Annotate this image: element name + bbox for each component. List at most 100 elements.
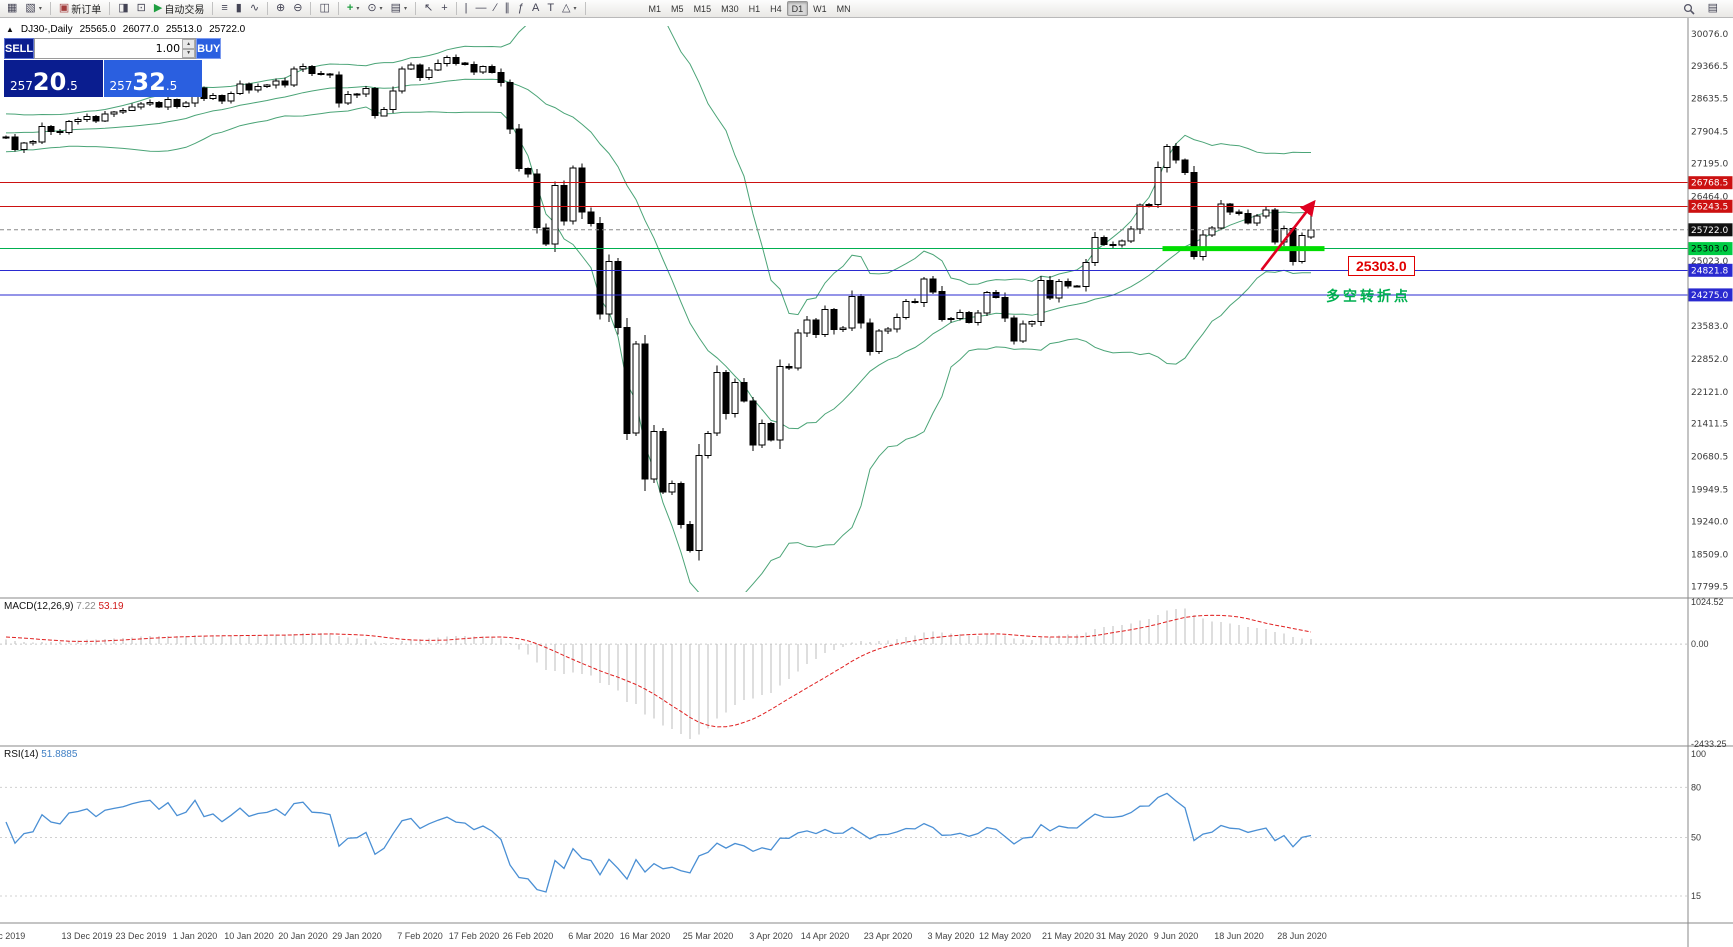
new-chart-button[interactable]: ▦ — [3, 1, 21, 17]
zoom-in-button[interactable]: ⊕ — [272, 1, 289, 17]
y-tick: 25023.0 — [1691, 257, 1728, 267]
chevron-down-icon: ▾ — [379, 6, 383, 12]
sell-price-frac: .5 — [66, 79, 78, 93]
timeframe-m15-button[interactable]: M15 — [689, 1, 717, 16]
fibonacci-button[interactable]: ƒ — [514, 1, 528, 17]
x-label: 9 Jun 2020 — [1154, 931, 1199, 941]
timeframe-mn-button[interactable]: MN — [832, 1, 856, 16]
autotrading-button-icon: ▶ — [153, 2, 163, 14]
x-label: 23 Apr 2020 — [864, 931, 913, 941]
indicators-button[interactable]: + ▾ — [343, 1, 363, 17]
ohlc-close: 25722.0 — [209, 24, 246, 35]
buy-button[interactable]: BUY — [196, 38, 222, 59]
trendline-button[interactable]: ∕ — [491, 1, 501, 17]
price-level-callout[interactable]: 25303.0 — [1348, 256, 1415, 276]
timeframe-d1-button[interactable]: D1 — [786, 1, 809, 16]
label-button[interactable]: T — [543, 1, 558, 17]
toolbar-group: ↖ + — [420, 0, 452, 17]
timeframe-m5-button[interactable]: M5 — [666, 1, 689, 16]
horizontal-line-button-icon: — — [475, 2, 487, 14]
macd-value-signal: 53.19 — [98, 601, 124, 612]
collapse-trade-panel-icon[interactable]: ▲ — [6, 25, 14, 34]
period-button-icon: ⊙ — [367, 2, 377, 14]
price-tag-26768.5[interactable]: 26768.5 — [1688, 176, 1733, 190]
timeframe-h1-button[interactable]: H1 — [744, 1, 766, 16]
cursor-button[interactable]: ↖ — [420, 1, 437, 17]
candlestick-chart-button[interactable]: ▮ — [232, 1, 246, 17]
buy-price-button[interactable]: 257 32.5 — [103, 60, 202, 97]
svg-text:24821.8: 24821.8 — [1691, 266, 1728, 276]
svg-text:25303.0: 25303.0 — [1691, 245, 1728, 255]
toolbar-group: ◨ ⊡ ▶ 自动交易 — [114, 0, 208, 17]
vertical-line-button[interactable]: | — [461, 1, 472, 17]
macd-signal-line — [5, 614, 1312, 728]
rsi-line — [5, 792, 1312, 893]
metaeditor-button[interactable]: ◨ — [114, 1, 132, 17]
rsi-tick: 15 — [1691, 891, 1701, 901]
macd-panel[interactable] — [0, 608, 1688, 739]
label-button-icon: T — [547, 2, 555, 14]
main-price-panel[interactable] — [2, 18, 1315, 602]
text-button-icon: A — [531, 2, 540, 14]
text-button[interactable]: A — [528, 1, 543, 17]
shapes-button[interactable]: △ ▾ — [558, 1, 580, 17]
horizontal-line-button[interactable]: — — [472, 1, 491, 17]
sell-price-button[interactable]: 257 20.5 — [4, 60, 103, 97]
bollinger-middle-band — [5, 78, 1311, 430]
candles — [2, 54, 1315, 561]
volume-input[interactable] — [35, 39, 183, 58]
rsi-panel[interactable] — [0, 786, 1688, 897]
timeframe-w1-button[interactable]: W1 — [808, 1, 832, 16]
buy-price-big: 32 — [132, 68, 166, 96]
volume-up-button[interactable]: ▲ — [182, 39, 196, 49]
volume-down-button[interactable]: ▼ — [182, 48, 196, 58]
timeframe-m30-button[interactable]: M30 — [716, 1, 744, 16]
ohlc-high: 26077.0 — [122, 24, 159, 35]
chart-canvas[interactable]: 30076.0 29366.5 28635.5 27904.5 27195.0 26464… — [0, 18, 1733, 947]
trend-arrow[interactable] — [1260, 199, 1316, 271]
crosshair-button[interactable]: + — [437, 1, 451, 17]
period-button[interactable]: ⊙ ▾ — [363, 1, 386, 17]
channel-button[interactable]: ∥ — [500, 1, 514, 17]
timeframe-h4-button[interactable]: H4 — [765, 1, 787, 16]
price-tag-25303.0[interactable]: 25303.0 — [1688, 242, 1733, 256]
price-tag-24275.0[interactable]: 24275.0 — [1688, 288, 1733, 302]
rsi-tick: 50 — [1691, 833, 1701, 843]
current-price-tag[interactable]: 25722.0 — [1688, 223, 1733, 237]
timeframe-m1-button[interactable]: M1 — [644, 1, 667, 16]
y-tick: 22121.0 — [1691, 388, 1728, 398]
market-watch-button[interactable]: ⊡ — [133, 1, 150, 17]
toolbar-separator — [267, 2, 269, 15]
x-label: 18 Jun 2020 — [1214, 931, 1264, 941]
svg-text:26768.5: 26768.5 — [1691, 179, 1728, 189]
sell-button[interactable]: SELL — [4, 38, 35, 59]
bar-chart-button-icon: ≡ — [221, 2, 228, 14]
y-tick: 29366.5 — [1691, 62, 1728, 72]
search-button[interactable] — [1679, 1, 1699, 17]
x-label: 16 Mar 2020 — [620, 931, 671, 941]
toolbar-group: ◫ — [315, 0, 333, 17]
zoom-out-button-icon: ⊖ — [293, 2, 303, 14]
price-tag-24821.8[interactable]: 24821.8 — [1688, 263, 1733, 277]
symbols-button[interactable]: ▤ — [1704, 1, 1722, 17]
x-label: 3 Apr 2020 — [749, 931, 793, 941]
profiles-button[interactable]: ▧ ▾ — [21, 1, 45, 17]
shapes-button-icon: △ — [562, 2, 571, 14]
autotrading-button[interactable]: ▶ 自动交易 — [150, 1, 208, 17]
price-tag-26243.5[interactable]: 26243.5 — [1688, 199, 1733, 213]
zoom-out-button[interactable]: ⊖ — [289, 1, 306, 17]
template-button[interactable]: ▤ ▾ — [387, 1, 411, 17]
x-label: 21 May 2020 — [1042, 931, 1094, 941]
tile-windows-button[interactable]: ◫ — [315, 1, 333, 17]
bollinger-lower-band — [5, 106, 1312, 592]
x-label: 26 Feb 2020 — [503, 931, 554, 941]
new-order-button-icon: ▣ — [58, 2, 70, 14]
new-order-button[interactable]: ▣ 新订单 — [55, 1, 105, 17]
line-chart-button[interactable]: ∿ — [246, 1, 263, 17]
turning-point-annotation[interactable]: 多空转折点 — [1326, 288, 1411, 304]
bar-chart-button[interactable]: ≡ — [217, 1, 231, 17]
y-tick: 27904.5 — [1691, 128, 1728, 138]
price-scale[interactable]: 30076.0 29366.5 28635.5 27904.5 27195.0 26464… — [1688, 30, 1733, 901]
